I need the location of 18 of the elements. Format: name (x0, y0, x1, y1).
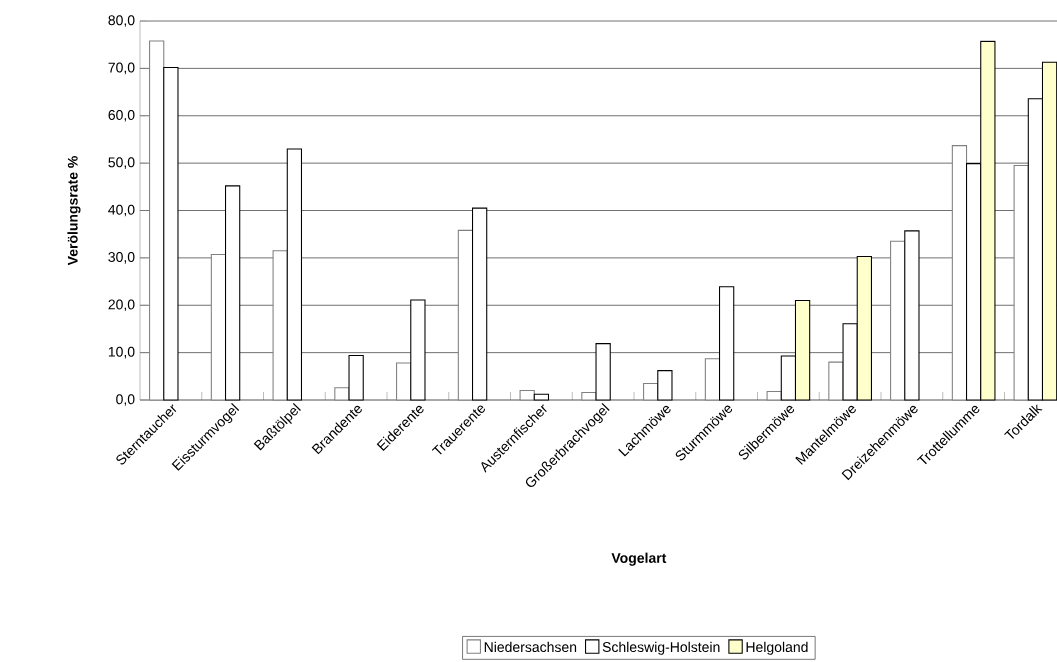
bar (980, 40, 996, 401)
y-axis-title: Verölungsrate % (67, 156, 81, 266)
y-tick-label: 80,0 (108, 15, 135, 27)
x-axis-title: Vogelart (611, 552, 667, 566)
y-tick-label: 20,0 (108, 299, 135, 312)
y-tick-label: 60,0 (108, 109, 135, 122)
y-tick-label: 40,0 (108, 204, 135, 217)
y-tick-label: 0,0 (116, 394, 135, 406)
y-tick-label: 50,0 (108, 157, 135, 169)
y-tick-label: 30,0 (108, 252, 135, 264)
bar (1041, 61, 1057, 401)
y-tick-label: 70,0 (108, 62, 135, 75)
legend-label: Niedersachsen (484, 641, 577, 653)
bar (856, 255, 872, 401)
legend-label: Schleswig-Holstein (602, 641, 720, 655)
y-tick-label: 10,0 (108, 346, 135, 359)
legend-label: Helgoland (746, 641, 808, 655)
bar (794, 299, 811, 401)
